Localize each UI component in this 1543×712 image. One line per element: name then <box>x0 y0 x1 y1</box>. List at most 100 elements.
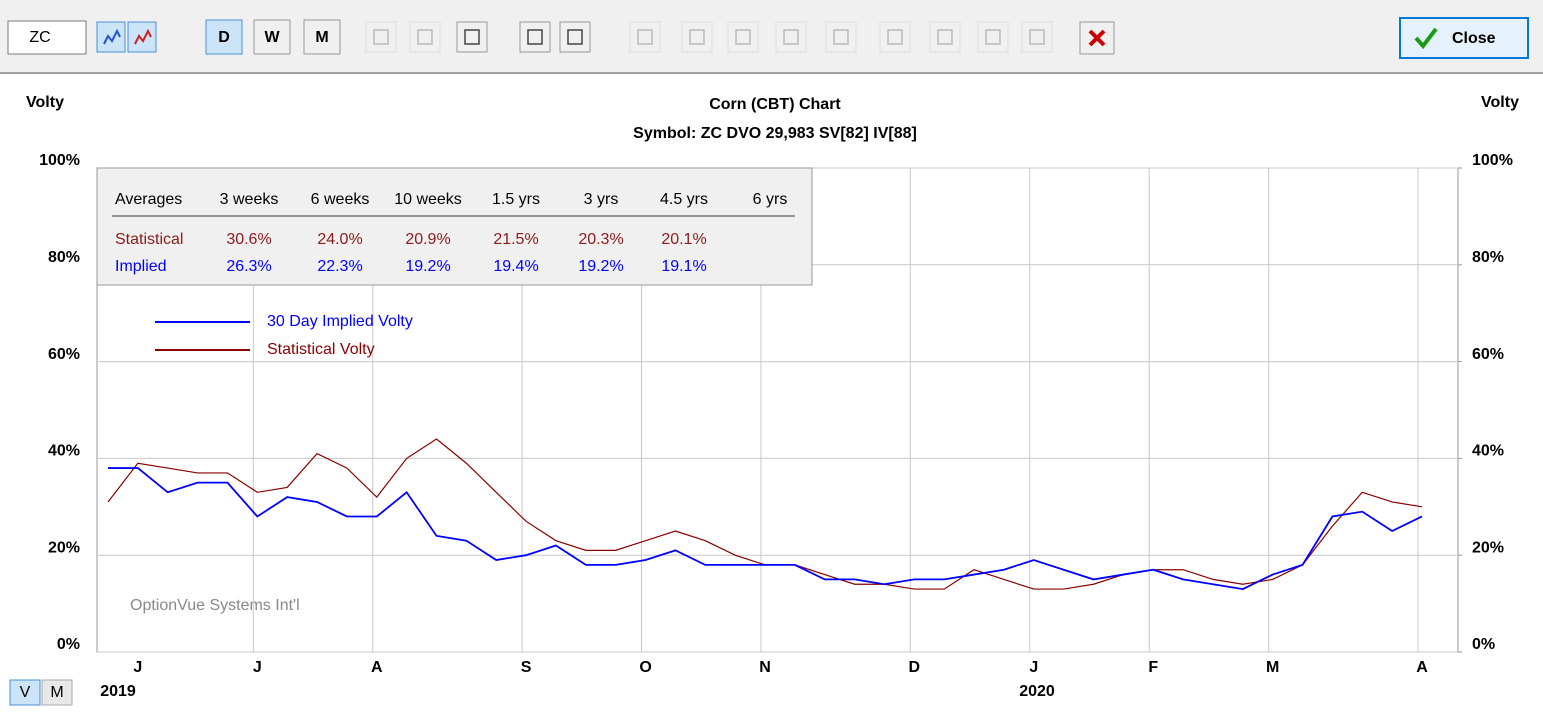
table-cell: 22.3% <box>317 258 362 275</box>
tool-icon <box>937 29 953 45</box>
table-header: 6 weeks <box>311 191 370 208</box>
period-button[interactable] <box>303 19 341 55</box>
tool-button[interactable] <box>96 21 126 53</box>
tool-button[interactable] <box>977 21 1009 53</box>
year-label: 2019 <box>100 683 136 700</box>
tool-icon <box>103 28 121 45</box>
tool-button[interactable] <box>879 21 911 53</box>
tool-button[interactable] <box>629 21 661 53</box>
tool-button[interactable] <box>127 21 157 53</box>
y-tick-label: 20% <box>48 539 80 556</box>
x-tick-label: J <box>253 659 262 676</box>
tool-button[interactable] <box>929 21 961 53</box>
table-header: 6 yrs <box>753 191 788 208</box>
period-button-label: W <box>264 29 280 46</box>
table-cell: 19.2% <box>405 258 450 275</box>
legend-label: Statistical Volty <box>267 341 375 358</box>
view-button-label: V <box>20 684 31 701</box>
y-tick-label: 40% <box>48 443 80 460</box>
tool-icon <box>833 29 849 45</box>
table-header: 1.5 yrs <box>492 191 540 208</box>
y2-tick-label: 100% <box>1472 152 1513 169</box>
delete-icon <box>1088 29 1106 47</box>
tool-button[interactable] <box>456 21 488 53</box>
year-label: 2020 <box>1019 683 1055 700</box>
table-header: 10 weeks <box>394 191 462 208</box>
tool-button[interactable] <box>519 21 551 53</box>
series-line <box>108 467 1423 591</box>
x-tick-label: N <box>759 659 771 676</box>
tool-button[interactable] <box>825 21 857 53</box>
chart-subtitle: Symbol: ZC DVO 29,983 SV[82] IV[88] <box>633 125 917 142</box>
tool-button[interactable] <box>727 21 759 53</box>
close-button[interactable] <box>1399 17 1529 59</box>
table-cell: Statistical <box>115 231 183 248</box>
x-tick-label: J <box>1029 659 1038 676</box>
y2-axis-label: Volty <box>1481 94 1519 111</box>
table-cell: 19.4% <box>493 258 538 275</box>
y-tick-label: 60% <box>48 346 80 363</box>
view-button-label: M <box>50 684 63 701</box>
x-tick-label: A <box>371 659 383 676</box>
tool-button[interactable] <box>681 21 713 53</box>
legend-label: 30 Day Implied Volty <box>267 313 413 330</box>
tool-icon <box>567 29 583 45</box>
period-button[interactable] <box>253 19 291 55</box>
y2-tick-label: 60% <box>1472 346 1504 363</box>
tool-icon <box>417 29 433 45</box>
y2-tick-label: 20% <box>1472 539 1504 556</box>
x-tick-label: F <box>1148 659 1158 676</box>
table-cell: 21.5% <box>493 231 538 248</box>
tool-icon <box>527 29 543 45</box>
y-tick-label: 0% <box>57 636 80 653</box>
y2-tick-label: 80% <box>1472 249 1504 266</box>
table-cell: 20.9% <box>405 231 450 248</box>
table-cell: 19.1% <box>661 258 706 275</box>
tool-icon <box>783 29 799 45</box>
tool-icon <box>134 28 152 45</box>
tool-icon <box>689 29 705 45</box>
table-cell: 26.3% <box>226 258 271 275</box>
symbol-text: ZC <box>29 29 50 46</box>
period-button-label: M <box>315 29 328 46</box>
table-cell: 20.3% <box>578 231 623 248</box>
y2-tick-label: 0% <box>1472 636 1495 653</box>
table-cell: Implied <box>115 258 167 275</box>
table-cell: 19.2% <box>578 258 623 275</box>
tool-button[interactable] <box>775 21 807 53</box>
table-cell: 24.0% <box>317 231 362 248</box>
y2-tick-label: 40% <box>1472 443 1504 460</box>
period-button[interactable] <box>205 19 243 55</box>
tool-icon <box>985 29 1001 45</box>
x-tick-label: A <box>1416 659 1428 676</box>
x-tick-label: D <box>909 659 921 676</box>
x-tick-label: J <box>133 659 142 676</box>
tool-button[interactable] <box>365 21 397 53</box>
tool-icon <box>1029 29 1045 45</box>
view-button[interactable] <box>9 679 41 706</box>
tool-button[interactable] <box>1021 21 1053 53</box>
tool-icon <box>373 29 389 45</box>
tool-button[interactable] <box>409 21 441 53</box>
symbol-input[interactable] <box>7 20 87 55</box>
close-label: Close <box>1452 30 1496 47</box>
averages-box <box>96 167 813 286</box>
tool-icon <box>637 29 653 45</box>
tool-button[interactable] <box>559 21 591 53</box>
chart-title: Corn (CBT) Chart <box>709 96 841 113</box>
table-header: 3 yrs <box>584 191 619 208</box>
table-cell: 30.6% <box>226 231 271 248</box>
check-icon <box>1414 27 1438 50</box>
y-tick-label: 80% <box>48 249 80 266</box>
delete-button[interactable] <box>1079 21 1115 55</box>
x-tick-label: O <box>639 659 651 676</box>
period-button-label: D <box>218 29 230 46</box>
table-cell: 20.1% <box>661 231 706 248</box>
view-button[interactable] <box>41 679 73 706</box>
table-header: Averages <box>115 191 182 208</box>
table-header: 3 weeks <box>220 191 279 208</box>
table-header: 4.5 yrs <box>660 191 708 208</box>
